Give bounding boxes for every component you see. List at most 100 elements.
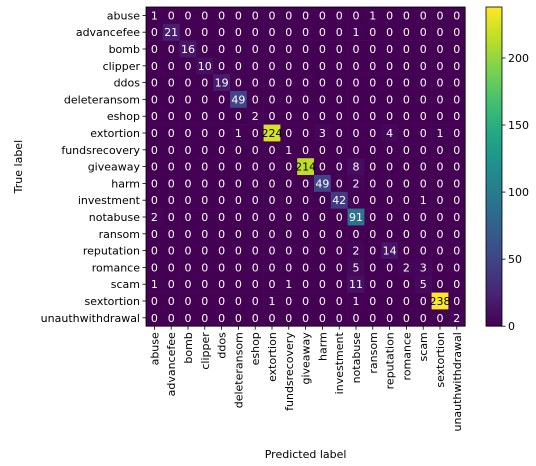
cell-value: 0 <box>151 144 158 157</box>
cell-value: 0 <box>386 43 393 56</box>
cell-value: 0 <box>336 211 343 224</box>
cell-value: 0 <box>453 26 460 39</box>
cell-value: 0 <box>201 161 208 174</box>
heatmap-cell <box>162 259 180 277</box>
heatmap-cell <box>297 40 315 58</box>
heatmap-cell <box>381 40 399 58</box>
heatmap-cell <box>196 225 214 243</box>
cell-value: 0 <box>201 211 208 224</box>
cell-value: 0 <box>201 43 208 56</box>
cell-value: 0 <box>185 77 192 90</box>
heatmap-cell <box>146 23 164 41</box>
cell-value: 0 <box>302 9 309 22</box>
heatmap-cell <box>364 23 382 41</box>
heatmap-cell <box>280 23 298 41</box>
cell-value: 0 <box>437 228 444 241</box>
heatmap-cell <box>297 141 315 159</box>
cell-value: 0 <box>386 60 393 73</box>
cell-value: 0 <box>185 110 192 123</box>
cell-value: 1 <box>269 295 276 308</box>
cell-value: 1 <box>353 295 360 308</box>
heatmap-cell <box>330 107 348 125</box>
heatmap-cell <box>347 7 365 25</box>
heatmap-cell <box>146 7 164 25</box>
heatmap-cell <box>196 191 214 209</box>
heatmap-cell <box>347 40 365 58</box>
cell-value: 0 <box>302 312 309 325</box>
cell-value: 2 <box>353 177 360 190</box>
cell-value: 3 <box>319 127 326 140</box>
x-tick-label: reputation <box>384 332 397 389</box>
heatmap-cell <box>398 74 416 92</box>
cell-value: 0 <box>386 110 393 123</box>
cell-value: 0 <box>168 312 175 325</box>
heatmap-cell <box>196 259 214 277</box>
cell-value: 0 <box>336 144 343 157</box>
cell-value: 0 <box>403 278 410 291</box>
heatmap-cell <box>314 74 332 92</box>
cell-value: 0 <box>369 295 376 308</box>
heatmap-cell <box>448 208 466 226</box>
heatmap-cell <box>263 191 281 209</box>
heatmap-cell <box>431 40 449 58</box>
cell-value: 0 <box>151 261 158 274</box>
x-tick-label: harm <box>316 332 329 361</box>
heatmap-cell <box>179 57 197 75</box>
cell-value: 0 <box>369 43 376 56</box>
y-tick-label: sextortion <box>85 295 140 308</box>
cell-value: 0 <box>319 77 326 90</box>
heatmap-cell <box>146 225 164 243</box>
cell-value: 0 <box>151 194 158 207</box>
cell-value: 0 <box>168 161 175 174</box>
cell-value: 0 <box>185 295 192 308</box>
heatmap-cell <box>179 191 197 209</box>
cell-value: 0 <box>336 110 343 123</box>
cell-value: 0 <box>403 211 410 224</box>
cell-value: 0 <box>201 93 208 106</box>
y-tick-label: abuse <box>107 9 140 22</box>
cell-value: 0 <box>168 211 175 224</box>
heatmap-cell <box>448 275 466 293</box>
heatmap-cell <box>414 242 432 260</box>
cell-value: 0 <box>235 144 242 157</box>
heatmap-cell <box>414 259 432 277</box>
cell-value: 0 <box>151 93 158 106</box>
cell-value: 0 <box>336 312 343 325</box>
cell-value: 0 <box>336 127 343 140</box>
cell-value: 0 <box>201 245 208 258</box>
cell-value: 0 <box>302 278 309 291</box>
heatmap-cell <box>179 141 197 159</box>
cell-value: 0 <box>235 194 242 207</box>
cell-value: 0 <box>353 228 360 241</box>
heatmap-cell <box>297 91 315 109</box>
heatmap-cell <box>263 175 281 193</box>
cell-value: 11 <box>349 278 363 291</box>
heatmap-cell <box>196 158 214 176</box>
heatmap-cell <box>162 208 180 226</box>
cell-value: 0 <box>168 295 175 308</box>
heatmap-cell <box>347 124 365 142</box>
cell-value: 0 <box>319 161 326 174</box>
heatmap-cell <box>280 40 298 58</box>
heatmap-cell <box>196 275 214 293</box>
heatmap-cell <box>431 275 449 293</box>
heatmap-cell <box>263 124 281 142</box>
heatmap-cell <box>162 175 180 193</box>
cell-value: 0 <box>403 60 410 73</box>
cell-value: 0 <box>151 26 158 39</box>
heatmap-cell <box>213 57 231 75</box>
heatmap-cell <box>297 74 315 92</box>
heatmap-cell <box>398 40 416 58</box>
cell-value: 8 <box>353 161 360 174</box>
cell-value: 0 <box>151 177 158 190</box>
heatmap-cell <box>196 309 214 327</box>
cell-value: 0 <box>453 60 460 73</box>
cell-value: 0 <box>151 77 158 90</box>
heatmap-cell <box>398 57 416 75</box>
cell-value: 0 <box>437 77 444 90</box>
cell-value: 0 <box>252 144 259 157</box>
heatmap-cell <box>246 91 264 109</box>
cell-value: 0 <box>185 93 192 106</box>
heatmap-cell <box>330 191 348 209</box>
